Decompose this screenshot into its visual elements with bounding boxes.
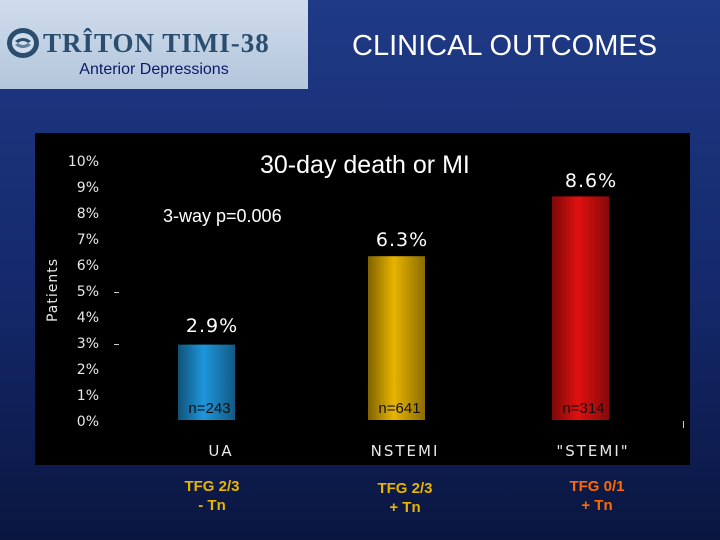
y-tick-label: 10% — [68, 154, 99, 170]
footer-group-ua: TFG 2/3 - Tn — [157, 477, 267, 515]
y-tick-label: 9% — [77, 180, 99, 196]
y-tick-label: 6% — [77, 258, 99, 274]
bar-1 — [368, 256, 425, 420]
footer-group-line2: + Tn — [581, 497, 613, 514]
x-category-label: UA — [208, 442, 233, 460]
x-category-label: "STEMI" — [556, 442, 629, 460]
footer-group-line1: TFG 2/3 — [184, 478, 240, 495]
footer-group-line2: + Tn — [389, 499, 421, 516]
bar-n-label: n=243 — [188, 400, 230, 417]
bar-0 — [178, 344, 235, 420]
y-tick-label: 0% — [77, 414, 99, 430]
y-tick-label: 4% — [77, 310, 99, 326]
y-tick-label: 7% — [77, 232, 99, 248]
footer-group-stemi: TFG 0/1 + Tn — [542, 477, 652, 515]
triton-emblem-icon — [7, 28, 39, 58]
logo: TRÎTON TIMI-38 — [6, 26, 270, 60]
bar-n-label: n=641 — [378, 400, 420, 417]
bar-value-label: 6.3% — [376, 229, 428, 251]
footer-group-nstemi: TFG 2/3 + Tn — [350, 479, 460, 517]
slide-title: CLINICAL OUTCOMES — [352, 30, 658, 62]
bar-n-label: n=314 — [562, 400, 604, 417]
p-value-annotation: 3-way p=0.006 — [163, 206, 282, 226]
footer-group-line2: - Tn — [198, 497, 226, 514]
axis-tick-mark — [683, 421, 684, 428]
x-category-label: NSTEMI — [371, 442, 440, 460]
y-tick-label: 5% — [77, 284, 99, 300]
y-tick-label: 3% — [77, 336, 99, 352]
bar-value-label: 8.6% — [565, 170, 617, 192]
subtitle: Anterior Depressions — [79, 61, 229, 78]
logo-text: TRÎTON TIMI-38 — [43, 27, 270, 58]
y-axis-label: Patients — [45, 258, 61, 322]
y-tick-label: 1% — [77, 388, 99, 404]
bar-value-label: 2.9% — [186, 315, 238, 337]
y-tick-label: 8% — [77, 206, 99, 222]
chart-title: 30-day death or MI — [260, 151, 470, 179]
bar-chart: 0% 1% 2% 3% 4% 5% 6% 7% 8% 9% 10% Patients 30-day de… — [45, 151, 684, 460]
axis-tick-mark — [114, 344, 119, 345]
footer-group-line1: TFG 0/1 — [569, 478, 625, 495]
axis-tick-mark — [114, 292, 119, 293]
bar-2 — [552, 196, 609, 420]
chart-panel: 0% 1% 2% 3% 4% 5% 6% 7% 8% 9% 10% Patients 30-day de… — [35, 133, 690, 465]
y-tick-label: 2% — [77, 362, 99, 378]
footer-group-line1: TFG 2/3 — [377, 480, 433, 497]
logo-panel: TRÎTON TIMI-38 Anterior Depressions — [0, 0, 308, 89]
